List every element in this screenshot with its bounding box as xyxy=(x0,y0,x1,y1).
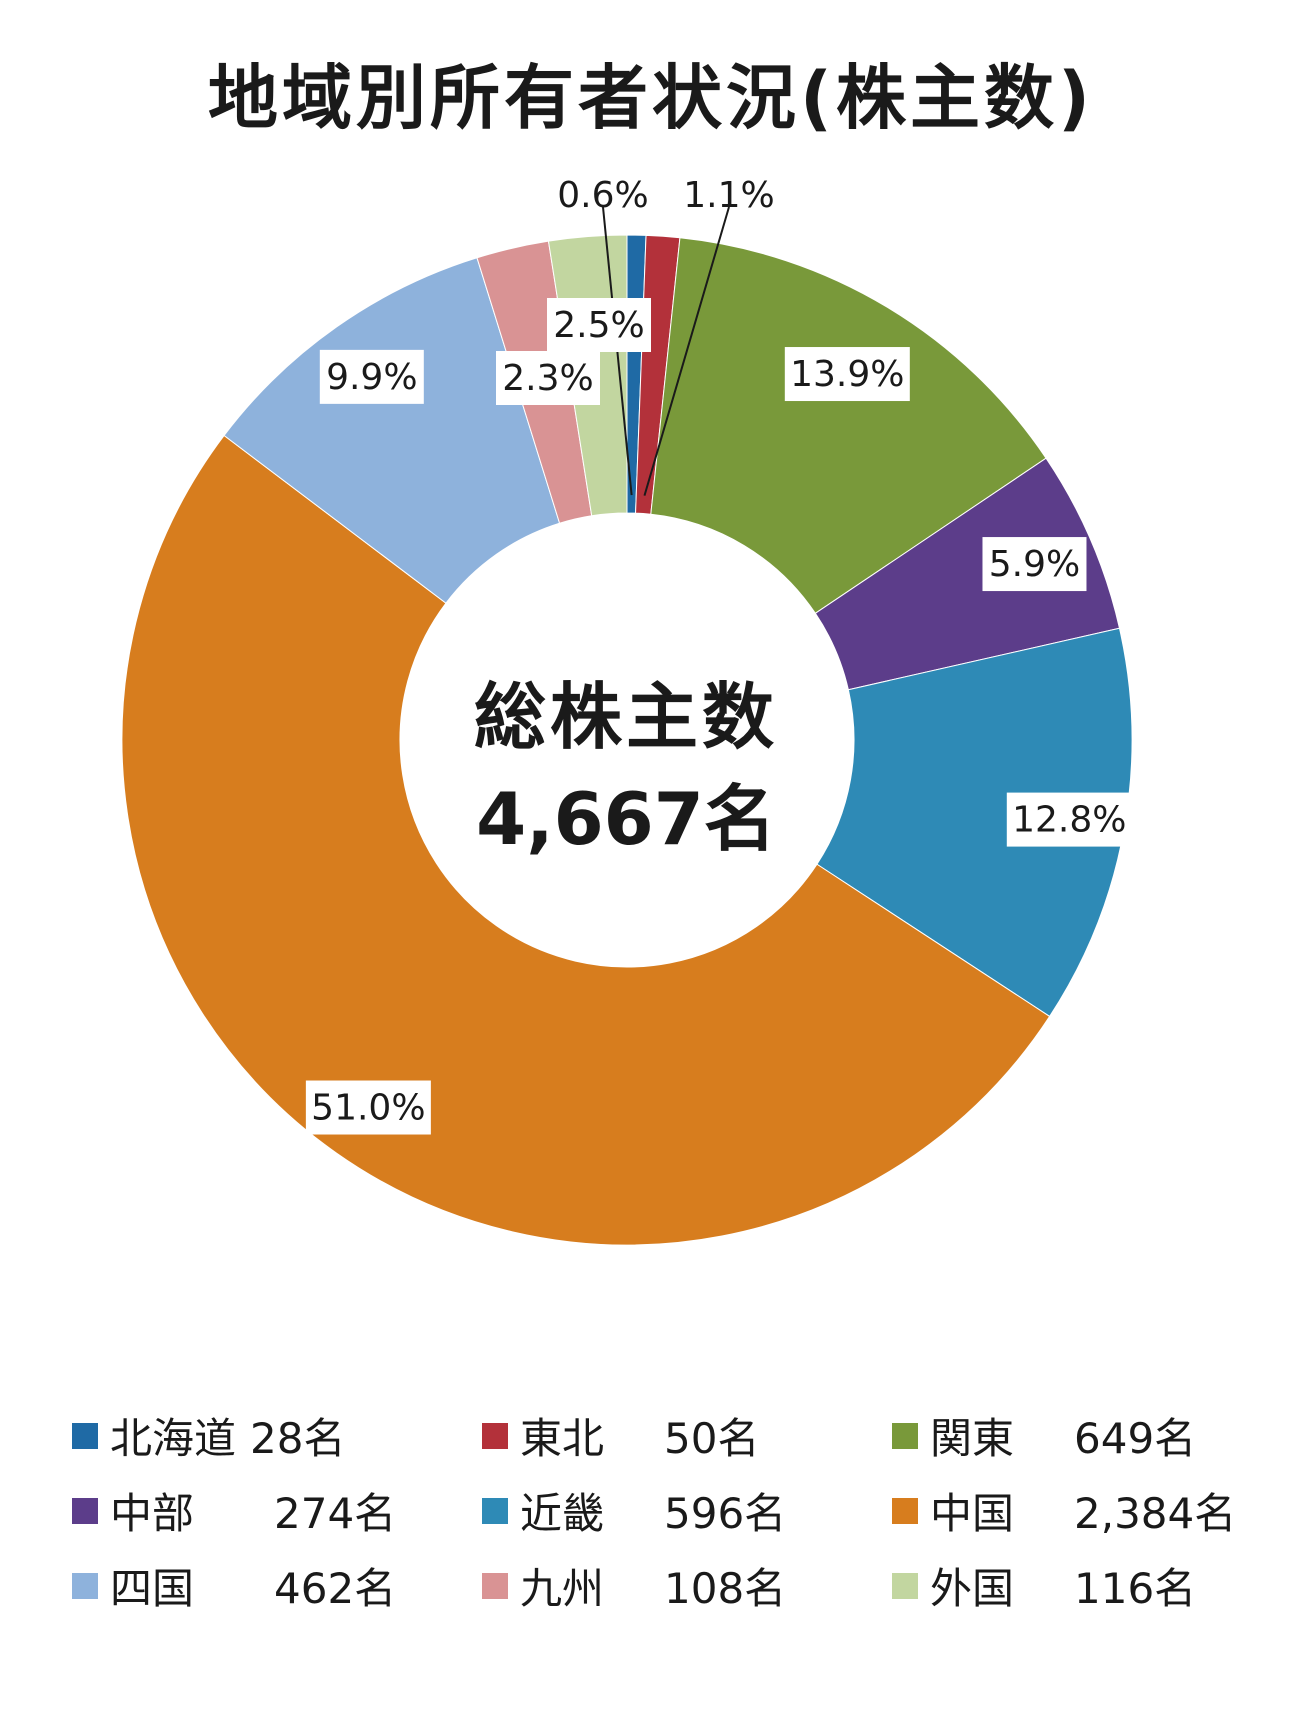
slice-近畿 xyxy=(816,627,1133,1018)
legend-item-中国: 中国 2,384名 xyxy=(892,1480,1236,1541)
legend-label: 外国 xyxy=(930,1564,1015,1613)
legend-item-関東: 関東 649名 xyxy=(892,1405,1196,1466)
slice-関東 xyxy=(650,237,1047,615)
percent-label-近畿: 12.8% xyxy=(1012,800,1126,841)
legend-label: 四国 xyxy=(110,1564,195,1613)
legend-value: 108名 xyxy=(664,1564,787,1613)
legend-swatch xyxy=(892,1572,918,1599)
legend-label: 中部 xyxy=(110,1489,195,1538)
legend-value: 649名 xyxy=(1074,1414,1197,1463)
legend-swatch xyxy=(892,1497,918,1524)
total-value: 4,667名 xyxy=(476,777,776,861)
percent-label-中国: 51.0% xyxy=(311,1088,425,1129)
legend-label: 北海道 xyxy=(110,1414,237,1463)
legend-swatch xyxy=(482,1497,508,1524)
legend-label: 東北 xyxy=(520,1414,605,1463)
legend-item-四国: 四国 462名 xyxy=(72,1555,396,1616)
legend-value: 28名 xyxy=(250,1414,346,1463)
leader-line-東北 xyxy=(643,206,730,496)
label-box-近畿 xyxy=(1006,792,1132,847)
legend-swatch xyxy=(72,1422,98,1449)
legend-swatch xyxy=(72,1572,98,1599)
label-box-外国 xyxy=(547,298,651,352)
legend-swatch xyxy=(482,1572,508,1599)
legend-swatch xyxy=(892,1422,918,1449)
chart-title: 地域別所有者状況(株主数) xyxy=(208,57,1094,139)
label-box-四国 xyxy=(319,349,424,404)
label-box-関東 xyxy=(784,347,910,402)
legend-label: 中国 xyxy=(930,1489,1015,1538)
legend-value: 2,384名 xyxy=(1074,1489,1237,1538)
legend-value: 462名 xyxy=(274,1564,397,1613)
legend-value: 50名 xyxy=(664,1414,760,1463)
slice-四国 xyxy=(223,257,561,604)
legend-value: 596名 xyxy=(664,1489,787,1538)
percent-label-東北: 1.1% xyxy=(683,175,774,216)
percent-label-関東: 13.9% xyxy=(790,354,904,395)
legend-item-九州: 九州 108名 xyxy=(482,1555,786,1616)
legend-swatch xyxy=(72,1497,98,1524)
legend-item-外国: 外国 116名 xyxy=(892,1555,1196,1616)
legend-item-北海道: 北海道 28名 xyxy=(72,1405,345,1466)
legend-item-東北: 東北 50名 xyxy=(482,1405,759,1466)
donut-chart: 0.6% 1.1% 13.9% 5.9% 12.8% 51.0% 9.9% 2.3% 2.5% xyxy=(121,175,1133,1246)
legend-label: 関東 xyxy=(930,1414,1015,1463)
legend-label: 近畿 xyxy=(520,1489,605,1538)
legend-item-近畿: 近畿 596名 xyxy=(482,1480,786,1541)
label-box-九州 xyxy=(496,351,600,405)
slice-group xyxy=(121,234,1133,1246)
percent-label-外国: 2.5% xyxy=(553,305,644,346)
label-box-中国 xyxy=(305,1080,431,1135)
legend-value: 274名 xyxy=(274,1489,397,1538)
legend-label: 九州 xyxy=(520,1564,605,1613)
percent-label-中部: 5.9% xyxy=(989,544,1080,585)
percent-label-九州: 2.3% xyxy=(502,358,593,399)
slice-中国 xyxy=(121,434,1051,1246)
legend-swatch xyxy=(482,1422,508,1449)
percent-label-北海道: 0.6% xyxy=(557,175,648,216)
percent-label-四国: 9.9% xyxy=(326,357,417,398)
legend-item-中部: 中部 274名 xyxy=(72,1480,396,1541)
legend-value: 116名 xyxy=(1074,1564,1197,1613)
total-label: 総株主数 xyxy=(473,675,778,759)
percent-label-group: 0.6% 1.1% 13.9% 5.9% 12.8% 51.0% 9.9% 2.3% 2.5% xyxy=(305,175,1132,1135)
label-box-中部 xyxy=(982,537,1087,592)
legend: 北海道 28名 東北 50名 関東 649名中部 274名 近畿 596名 中国 2,384名四国 4… xyxy=(72,1405,1252,1645)
